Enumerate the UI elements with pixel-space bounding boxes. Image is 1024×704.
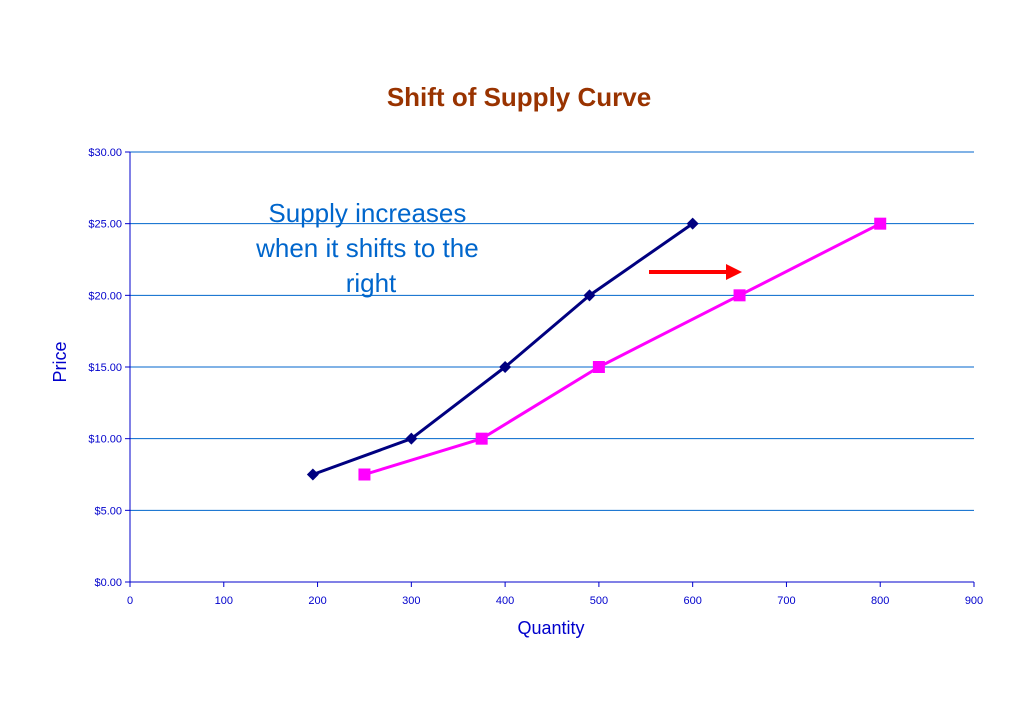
series-layer xyxy=(306,217,887,481)
x-tick-label-6: 600 xyxy=(683,595,701,607)
chart-title: Shift of Supply Curve xyxy=(387,82,651,112)
y-tick-label-3: $15.00 xyxy=(88,362,122,374)
x-axis-label: Quantity xyxy=(517,618,584,638)
y-tick-label-0: $0.00 xyxy=(94,577,122,589)
series-1-point-4 xyxy=(686,217,699,230)
x-tick-label-7: 700 xyxy=(777,595,795,607)
x-tick-label-9: 900 xyxy=(965,595,983,607)
series-2-point-1 xyxy=(475,432,488,445)
y-ticks: $0.00 $5.00 $10.00 $15.00 $20.00 $25.00 $30.00 xyxy=(88,147,130,589)
series-2-point-2 xyxy=(592,361,605,373)
annotation-line-1: Supply increases xyxy=(268,198,466,228)
x-tick-label-5: 500 xyxy=(590,595,608,607)
shift-arrow xyxy=(649,264,742,280)
x-tick-label-8: 800 xyxy=(871,595,889,607)
x-ticks: 0 100 200 300 400 500 600 700 800 900 xyxy=(127,582,983,607)
series-1-point-1 xyxy=(405,432,418,445)
x-tick-label-4: 400 xyxy=(496,595,514,607)
y-axis-label: Price xyxy=(50,341,70,382)
annotation-line-2: when it shifts to the xyxy=(255,233,479,263)
x-tick-label-3: 300 xyxy=(402,595,420,607)
shift-arrow-head xyxy=(726,264,742,280)
y-tick-label-5: $25.00 xyxy=(88,219,122,231)
annotation-text: Supply increases when it shifts to the r… xyxy=(255,198,486,298)
series-1-point-0 xyxy=(306,468,319,481)
series-1 xyxy=(306,217,699,481)
y-tick-label-2: $10.00 xyxy=(88,434,122,446)
series-2 xyxy=(358,217,887,481)
y-tick-label-1: $5.00 xyxy=(94,505,122,517)
x-tick-label-1: 100 xyxy=(215,595,233,607)
y-tick-label-4: $20.00 xyxy=(88,290,122,302)
x-tick-label-2: 200 xyxy=(308,595,326,607)
series-2-point-4 xyxy=(874,217,887,230)
x-tick-label-0: 0 xyxy=(127,595,133,607)
annotation-line-3: right xyxy=(346,268,397,298)
series-2-point-3 xyxy=(733,289,746,302)
series-1-point-2 xyxy=(499,361,512,373)
series-2-point-0 xyxy=(358,468,371,481)
gridlines xyxy=(130,151,974,511)
series-1-point-3 xyxy=(583,289,596,302)
y-tick-label-6: $30.00 xyxy=(88,147,122,159)
